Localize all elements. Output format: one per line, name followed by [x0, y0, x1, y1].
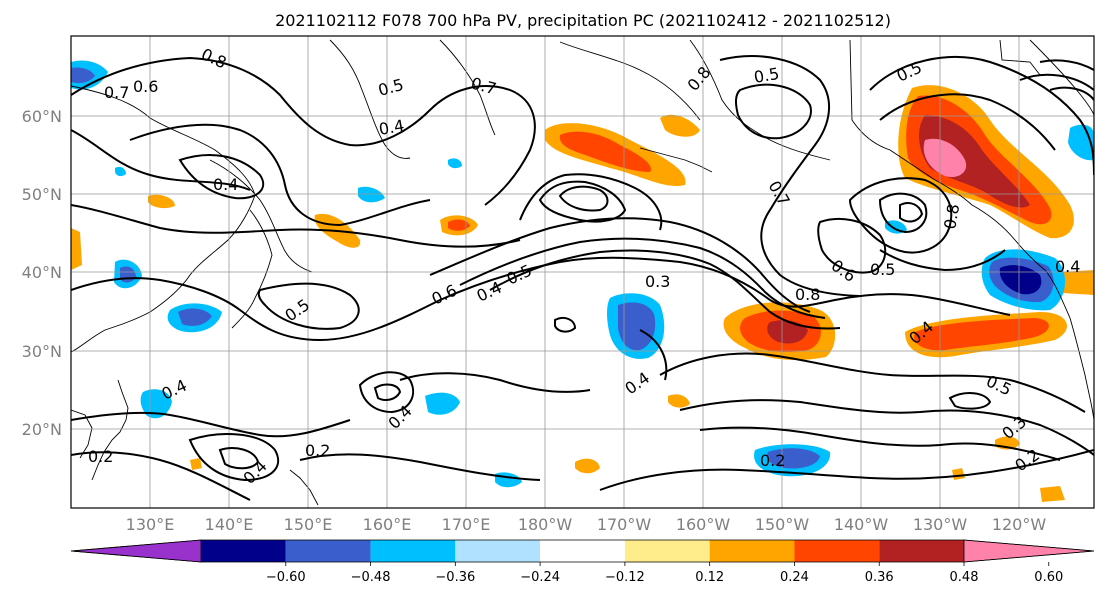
colorbar-tick-label: 0.60	[1034, 570, 1063, 585]
longitude-labels: 130°E 140°E 150°E 160°E 170°E 180°W 170°…	[126, 515, 1047, 534]
precip-negative-california-core	[999, 265, 1042, 295]
lon-label: 180°W	[518, 515, 573, 534]
colorbar-segment	[794, 540, 880, 562]
colorbar-segments	[70, 539, 1095, 563]
contour-label: 0.8	[940, 202, 963, 230]
lon-label: 170°E	[442, 515, 491, 534]
colorbar-tick-label: 0.24	[780, 570, 809, 585]
precip-positive-wp5	[190, 458, 202, 470]
contour-label: 0.8	[795, 285, 820, 304]
precip-positive-wp8	[1060, 270, 1094, 295]
lon-label: 150°W	[755, 515, 810, 534]
lat-label-30n: 30°N	[22, 342, 62, 361]
precip-positive-wp3	[668, 394, 690, 408]
lat-label-60n: 60°N	[22, 107, 62, 126]
lon-label: 160°W	[676, 515, 731, 534]
colorbar-tick-label: 0.36	[865, 570, 894, 585]
lon-label: 150°E	[284, 515, 333, 534]
precip-negative-central-pacific-inner	[618, 302, 656, 351]
lat-label-40n: 40°N	[22, 263, 62, 282]
precip-negative-small1	[448, 158, 462, 169]
colorbar-tick-label: −0.12	[605, 570, 645, 585]
precip-positive-aleutian-small	[660, 114, 700, 137]
precip-positive-west-edge	[71, 228, 82, 270]
contour-label: 0.2	[760, 451, 785, 470]
colorbar-tick-label: −0.60	[266, 570, 306, 585]
contour-label: 0.4	[213, 175, 238, 194]
precipitation-shading	[71, 60, 1094, 502]
lat-label-20n: 20°N	[22, 420, 62, 439]
precip-negative-subtrop2	[425, 392, 460, 415]
map-panel: 0.8 0.7 0.6 0.5 0.4 0.5 0.7 0.8 0.5 0.5 …	[70, 35, 1095, 509]
precip-negative-kuril	[358, 186, 385, 203]
contour-label: 0.4	[1055, 257, 1080, 276]
latitude-labels: 60°N 50°N 40°N 30°N 20°N	[22, 107, 62, 439]
colorbar-segment	[455, 540, 541, 562]
colorbar-segment	[370, 540, 456, 562]
precip-negative-west-pacific2	[140, 389, 172, 419]
precip-positive-kuril-core	[448, 219, 470, 231]
colorbar-tick-label: −0.24	[520, 570, 560, 585]
lat-label-50n: 50°N	[22, 185, 62, 204]
contour-label: 0.5	[752, 64, 780, 87]
precip-positive-socal-inner	[914, 318, 1049, 351]
lon-label: 140°E	[205, 515, 254, 534]
colorbar: −0.60 −0.48 −0.36 −0.24 −0.12 0.12 0.24 0.36 0.4…	[70, 539, 1095, 585]
colorbar-tick-label: −0.36	[435, 570, 475, 585]
precip-negative-nw-corner-inner	[71, 67, 95, 84]
precip-positive-wp6	[1040, 486, 1065, 502]
coastlines	[71, 39, 1094, 506]
colorbar-extend-low	[70, 539, 202, 563]
contour-label: 0.3	[645, 272, 670, 291]
colorbar-outline	[70, 539, 1095, 563]
precip-positive-wp2	[575, 458, 600, 474]
precip-positive-wp1	[148, 194, 175, 209]
contour-label: 0.2	[88, 447, 113, 466]
colorbar-ticks: −0.60 −0.48 −0.36 −0.24 −0.12 0.12 0.24 0.36 0.4…	[266, 562, 1063, 585]
lon-label: 160°E	[363, 515, 412, 534]
contour-label: 0.7	[104, 83, 129, 102]
colorbar-segment	[624, 540, 710, 562]
precip-negative-west-pacific1-inner	[178, 308, 212, 326]
colorbar-tick-label: −0.48	[351, 570, 391, 585]
lon-label: 120°W	[992, 515, 1047, 534]
precip-negative-small2	[115, 166, 126, 177]
precip-negative-subtropical-inner	[766, 448, 820, 469]
map-frame	[70, 35, 1095, 509]
lon-label: 170°W	[597, 515, 652, 534]
contour-label: 0.4	[377, 116, 405, 139]
colorbar-tick-label: 0.48	[950, 570, 979, 585]
colorbar-segment	[201, 540, 286, 562]
contour-label: 0.2	[305, 441, 330, 460]
colorbar-segment	[540, 540, 625, 562]
pv-contours	[71, 55, 1094, 501]
contour-label: 0.5	[870, 260, 895, 279]
colorbar-tick-label: 0.12	[695, 570, 724, 585]
precip-positive-alaska-core	[918, 115, 1030, 208]
precip-positive-central-pacific-core	[767, 320, 808, 344]
figure-title: 2021102112 F078 700 hPa PV, precipitatio…	[275, 11, 891, 30]
lon-label: 130°W	[913, 515, 968, 534]
contour-label: 0.6	[133, 77, 158, 96]
colorbar-segment	[285, 540, 371, 562]
precip-positive-alaska-max	[923, 138, 967, 178]
lon-label: 130°E	[126, 515, 175, 534]
colorbar-extend-high	[963, 539, 1095, 563]
lon-label: 140°W	[834, 515, 889, 534]
precip-positive-aleutian-inner	[559, 131, 651, 172]
colorbar-segment	[879, 540, 964, 562]
colorbar-segment	[709, 540, 795, 562]
